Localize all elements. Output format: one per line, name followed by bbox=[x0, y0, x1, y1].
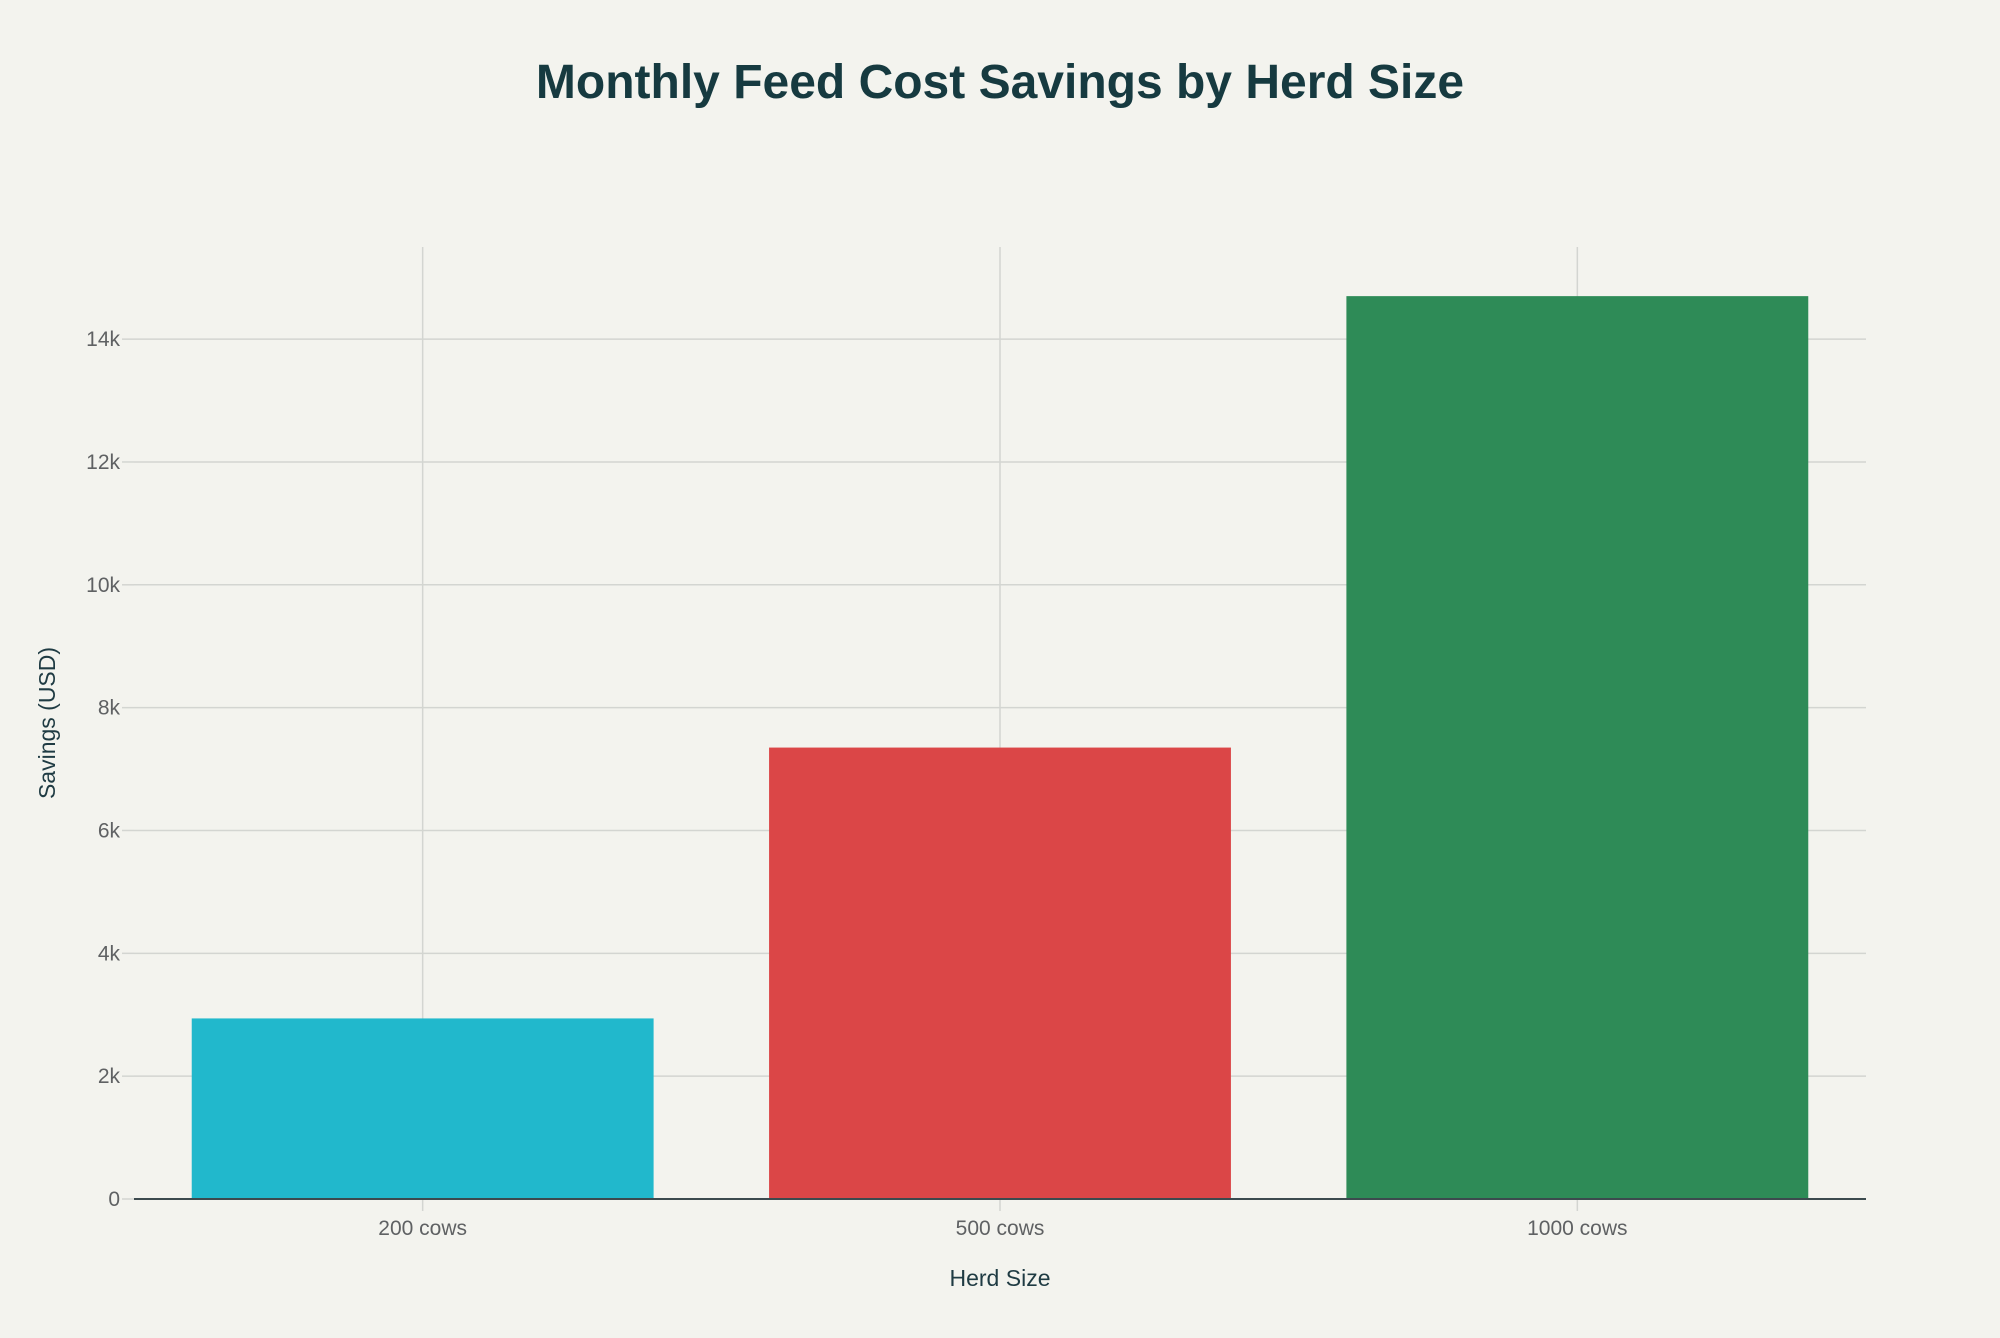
bars-layer bbox=[191, 296, 1809, 1199]
x-tick-labels: 200 cows 500 cows 1000 cows bbox=[378, 1217, 1627, 1240]
x-tick-label: 500 cows bbox=[956, 1217, 1045, 1240]
y-axis-title: Savings (USD) bbox=[34, 647, 60, 799]
y-tick-label: 4k bbox=[98, 942, 121, 965]
bar-500-cows[interactable] bbox=[769, 747, 1231, 1199]
y-tick-labels: 0 2k 4k 6k 8k 10k 12k 14k bbox=[86, 328, 120, 1211]
y-tick-label: 10k bbox=[86, 574, 120, 597]
y-tick-label: 14k bbox=[86, 328, 120, 351]
y-tick-label: 6k bbox=[98, 819, 121, 842]
chart-title: Monthly Feed Cost Savings by Herd Size bbox=[536, 56, 1464, 109]
y-tick-label: 12k bbox=[86, 451, 120, 474]
bar-200-cows[interactable] bbox=[191, 1018, 654, 1199]
y-tick-label: 8k bbox=[98, 697, 121, 720]
y-tick-label: 2k bbox=[98, 1065, 121, 1088]
x-tick-label: 1000 cows bbox=[1527, 1217, 1627, 1240]
bar-1000-cows[interactable] bbox=[1346, 296, 1809, 1199]
x-tick-label: 200 cows bbox=[378, 1217, 467, 1240]
y-tick-label: 0 bbox=[108, 1188, 120, 1211]
x-axis-title: Herd Size bbox=[950, 1265, 1051, 1291]
